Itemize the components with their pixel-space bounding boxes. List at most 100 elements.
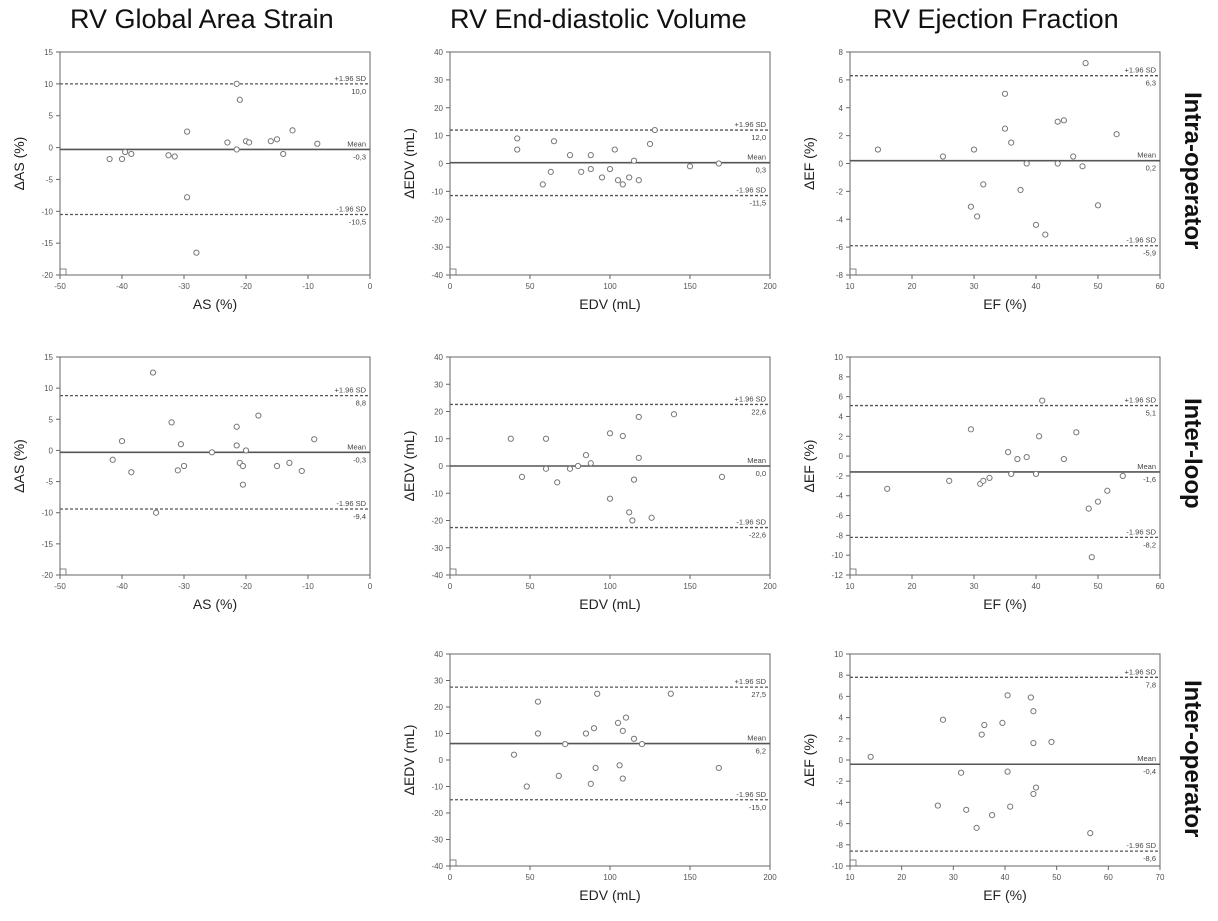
- plot-frame: [449, 653, 771, 867]
- y-tick-label: 6: [839, 692, 844, 701]
- data-point: [667, 690, 674, 697]
- x-tick-label: -40: [116, 282, 128, 291]
- data-point: [534, 698, 542, 705]
- y-tick-label: -20: [431, 809, 443, 818]
- y-tick-label: 40: [434, 353, 443, 362]
- y-tick-label: -4: [836, 215, 844, 224]
- plot-frame: [849, 51, 1161, 276]
- x-axis-label: AS (%): [193, 296, 237, 312]
- data-point: [611, 146, 618, 153]
- data-point: [562, 741, 569, 748]
- upper-limit-label: +1.96 SD: [335, 386, 367, 395]
- x-tick-label: 50: [526, 282, 535, 291]
- y-tick-label: -40: [431, 862, 443, 871]
- data-point: [311, 436, 318, 443]
- data-point: [242, 447, 250, 454]
- data-point: [934, 802, 941, 809]
- lower-limit-label: -1.96 SD: [736, 790, 766, 799]
- data-point: [646, 140, 654, 148]
- data-point: [587, 152, 594, 159]
- data-point: [590, 725, 598, 732]
- data-point: [118, 437, 126, 445]
- data-point: [273, 136, 281, 143]
- data-point: [542, 435, 550, 442]
- data-point: [606, 165, 614, 173]
- data-point: [1048, 738, 1055, 746]
- x-axis-label: AS (%): [193, 596, 237, 612]
- chart-interop-edv: 0 50 100 150 200 -40 -30 -20 -10 0 10 20 30 40 EDV (mL…: [401, 650, 777, 903]
- y-tick-label: -20: [431, 215, 443, 224]
- y-tick-label: -10: [831, 862, 843, 871]
- data-point: [534, 730, 542, 737]
- data-point: [616, 762, 623, 769]
- y-axis-label: ΔEF (%): [801, 440, 817, 493]
- upper-limit-label: +1.96 SD: [1125, 667, 1157, 676]
- lower-limit-label: -1.96 SD: [736, 518, 766, 527]
- data-point: [118, 155, 126, 163]
- mean-value: 6,2: [756, 747, 766, 756]
- data-point: [715, 764, 722, 772]
- data-point: [1054, 118, 1061, 125]
- y-tick-label: -20: [41, 271, 53, 280]
- data-point: [973, 824, 980, 831]
- data-point: [582, 452, 590, 459]
- y-tick-label: -20: [41, 571, 53, 580]
- y-tick-label: 10: [434, 730, 443, 739]
- data-point: [1030, 790, 1037, 798]
- mean-value: -0,4: [1143, 767, 1156, 776]
- data-point: [523, 783, 530, 790]
- x-axis-label: EF (%): [983, 596, 1027, 612]
- x-axis-label: EF (%): [983, 296, 1027, 312]
- x-tick-label: 50: [526, 873, 535, 882]
- data-point: [1085, 505, 1092, 512]
- data-point: [236, 96, 243, 103]
- y-tick-label: 2: [839, 132, 844, 141]
- x-tick-label: 200: [763, 282, 777, 291]
- x-tick-label: -40: [116, 582, 128, 591]
- y-tick-label: 4: [839, 412, 844, 421]
- data-point: [289, 127, 296, 134]
- data-point: [153, 509, 160, 516]
- mean-value: -1,6: [1143, 475, 1156, 484]
- corner-mark: [449, 859, 457, 867]
- y-tick-label: -12: [831, 571, 843, 580]
- x-tick-label: 50: [526, 582, 535, 591]
- x-tick-label: 0: [448, 873, 453, 882]
- data-point: [298, 467, 305, 475]
- y-tick-label: -4: [836, 798, 844, 807]
- data-point: [651, 126, 658, 134]
- y-axis-label: ΔEDV (mL): [401, 431, 417, 502]
- y-tick-label: -10: [431, 783, 443, 792]
- y-tick-label: 0: [839, 160, 844, 169]
- column-title-ejection-fraction: RV Ejection Fraction: [873, 4, 1119, 34]
- data-point: [510, 751, 518, 758]
- x-axis-label: EDV (mL): [579, 887, 640, 903]
- y-tick-label: -10: [41, 509, 53, 518]
- data-point: [224, 139, 231, 146]
- data-point: [555, 772, 562, 779]
- mean-label: Mean: [347, 139, 366, 148]
- mean-label: Mean: [747, 734, 766, 743]
- x-tick-label: 0: [448, 282, 453, 291]
- x-tick-label: 150: [683, 873, 697, 882]
- data-point: [1094, 202, 1102, 209]
- y-axis-label: ΔEF (%): [801, 734, 817, 787]
- y-tick-label: 10: [434, 132, 443, 141]
- corner-mark: [449, 568, 457, 576]
- data-point: [1004, 692, 1011, 699]
- data-point: [638, 741, 646, 748]
- y-tick-label: -15: [41, 540, 53, 549]
- plot-frame: [849, 653, 1161, 867]
- data-point: [1017, 186, 1024, 194]
- upper-limit-value: 27,5: [751, 690, 766, 699]
- data-point: [1004, 768, 1011, 775]
- x-tick-label: 20: [908, 282, 917, 291]
- data-point: [980, 181, 987, 188]
- plot-frame: [849, 356, 1161, 576]
- x-tick-label: 70: [1156, 873, 1165, 882]
- row-label-intra-operator: Intra-operator: [1179, 92, 1206, 250]
- x-axis-label: EDV (mL): [579, 596, 640, 612]
- y-tick-label: 0: [49, 446, 54, 455]
- column-title-area-strain: RV Global Area Strain: [70, 4, 334, 34]
- lower-limit-value: -9,4: [353, 512, 366, 521]
